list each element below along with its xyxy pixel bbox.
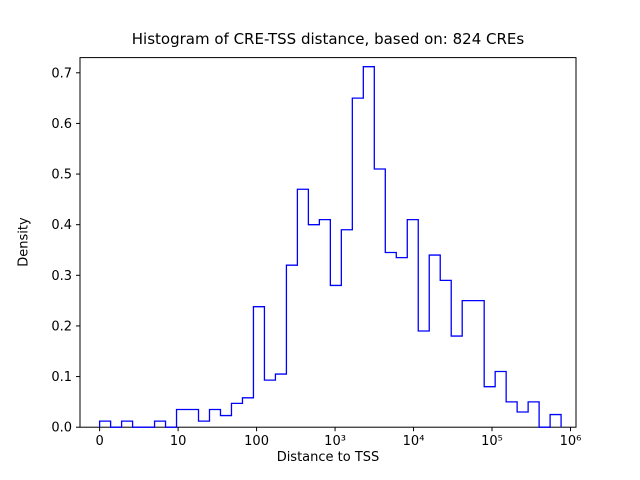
y-tick-label: 0.5 xyxy=(51,168,72,183)
y-tick-label: 0.3 xyxy=(51,269,72,284)
y-tick-label: 0.6 xyxy=(51,117,72,132)
y-tick-label: 0.4 xyxy=(51,218,72,233)
y-tick-label: 0.7 xyxy=(51,66,72,81)
x-tick-label: 10⁴ xyxy=(403,434,425,449)
axes-frame xyxy=(79,57,577,428)
x-tick-label: 0 xyxy=(95,434,103,449)
y-tick-label: 0.0 xyxy=(51,421,72,436)
x-tick-label: 10⁶ xyxy=(560,434,582,449)
y-tick-label: 0.1 xyxy=(51,370,72,385)
y-axis-label: Density xyxy=(16,217,32,267)
x-tick-label: 10⁵ xyxy=(481,434,503,449)
histogram-step-line xyxy=(98,66,562,428)
chart-title: Histogram of CRE-TSS distance, based on:… xyxy=(131,30,525,48)
x-tick-label: 10 xyxy=(170,434,187,449)
x-axis-label: Distance to TSS xyxy=(276,450,380,465)
y-tick-label: 0.2 xyxy=(51,319,72,334)
x-tick-label: 100 xyxy=(244,434,269,449)
x-tick-label: 10³ xyxy=(324,434,346,449)
